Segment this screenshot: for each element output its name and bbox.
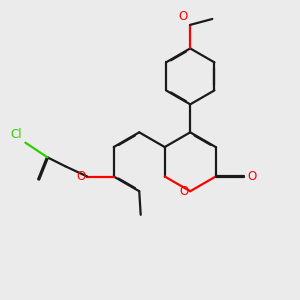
Text: O: O — [247, 170, 256, 183]
Text: O: O — [76, 170, 86, 183]
Text: O: O — [179, 185, 189, 198]
Text: Cl: Cl — [11, 128, 22, 141]
Text: O: O — [178, 11, 188, 23]
